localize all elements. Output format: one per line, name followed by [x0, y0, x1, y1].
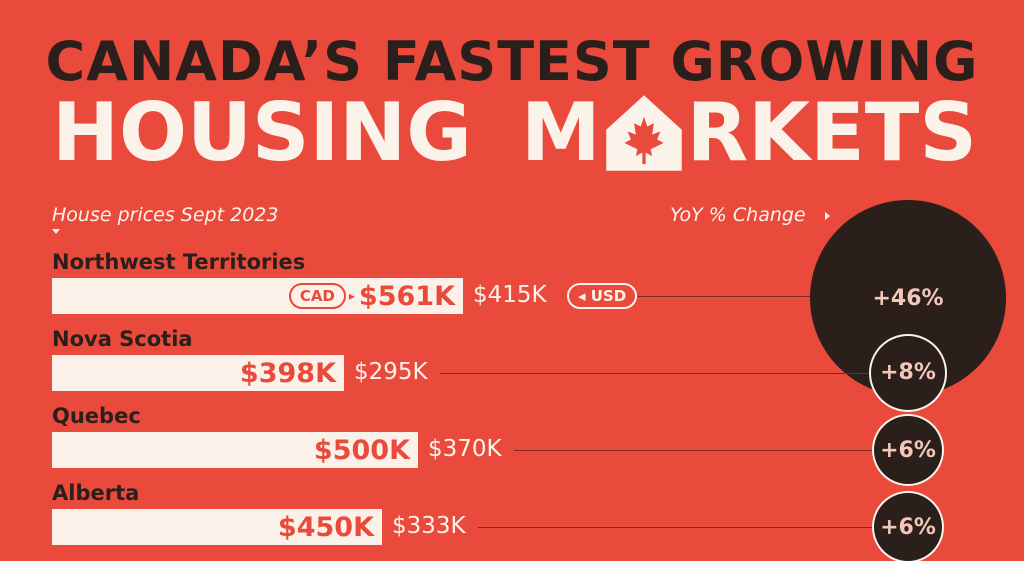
subtitle-marker: [52, 229, 60, 234]
cad-currency-pill: CAD: [288, 283, 346, 309]
region-name: Northwest Territories: [52, 250, 306, 274]
yoy-change-label: +6%: [880, 437, 936, 463]
usd-currency-pill: ◂ USD: [567, 283, 638, 309]
cad-price-label: $450K: [277, 511, 374, 543]
chart-subtitle: House prices Sept 2023: [52, 204, 279, 226]
usd-price-label: $295K: [354, 359, 428, 385]
price-bar-cad: CAD ▸ $561K: [52, 278, 463, 314]
title-line-2: HOUSING M RKETS: [52, 92, 977, 174]
yoy-change-circle: +6%: [874, 416, 942, 484]
maple-leaf-house-icon: [605, 95, 682, 171]
title-line-1: CANADA’S FASTEST GROWING: [45, 30, 979, 93]
cad-price-label: $398K: [239, 357, 336, 389]
title-markets-end: RKETS: [686, 86, 977, 179]
price-bar-cad: $500K: [52, 432, 418, 468]
yoy-arrow-icon: [825, 212, 830, 220]
price-bar-cad: $398K: [52, 355, 344, 391]
yoy-change-label: +6%: [880, 514, 936, 540]
connector-line: [514, 450, 874, 451]
yoy-change-circle: +8%: [870, 335, 946, 411]
yoy-change-label: +46%: [872, 285, 944, 311]
connector-line: [478, 527, 874, 528]
usd-price-label: $333K: [392, 513, 466, 539]
usd-price-label: $415K: [473, 282, 547, 308]
region-name: Alberta: [52, 481, 140, 505]
connector-line: [440, 373, 871, 374]
price-bar-cad: $450K: [52, 509, 382, 545]
cad-price-label: $500K: [313, 434, 410, 466]
title-word-markets: M RKETS: [521, 92, 977, 174]
region-name: Quebec: [52, 404, 141, 428]
usd-price-label: $370K: [428, 436, 502, 462]
region-name: Nova Scotia: [52, 327, 193, 351]
connector-line: [638, 296, 810, 297]
cad-price-label: $561K: [358, 280, 455, 312]
cad-arrow-icon: ▸: [348, 289, 355, 303]
yoy-change-label: +8%: [880, 360, 936, 386]
yoy-change-label: YoY % Change: [670, 204, 806, 226]
title-word-housing: HOUSING: [52, 86, 472, 179]
yoy-change-circle: +6%: [874, 493, 942, 561]
title-markets-start: M: [520, 86, 601, 179]
